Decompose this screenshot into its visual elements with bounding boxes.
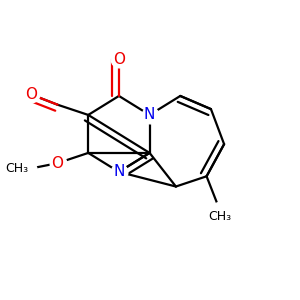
Text: O: O xyxy=(113,52,125,67)
Text: O: O xyxy=(52,156,64,171)
Text: N: N xyxy=(144,107,155,122)
Text: CH₃: CH₃ xyxy=(5,163,28,176)
Text: CH₃: CH₃ xyxy=(208,210,231,223)
Text: N: N xyxy=(113,164,124,179)
Text: O: O xyxy=(25,87,37,102)
